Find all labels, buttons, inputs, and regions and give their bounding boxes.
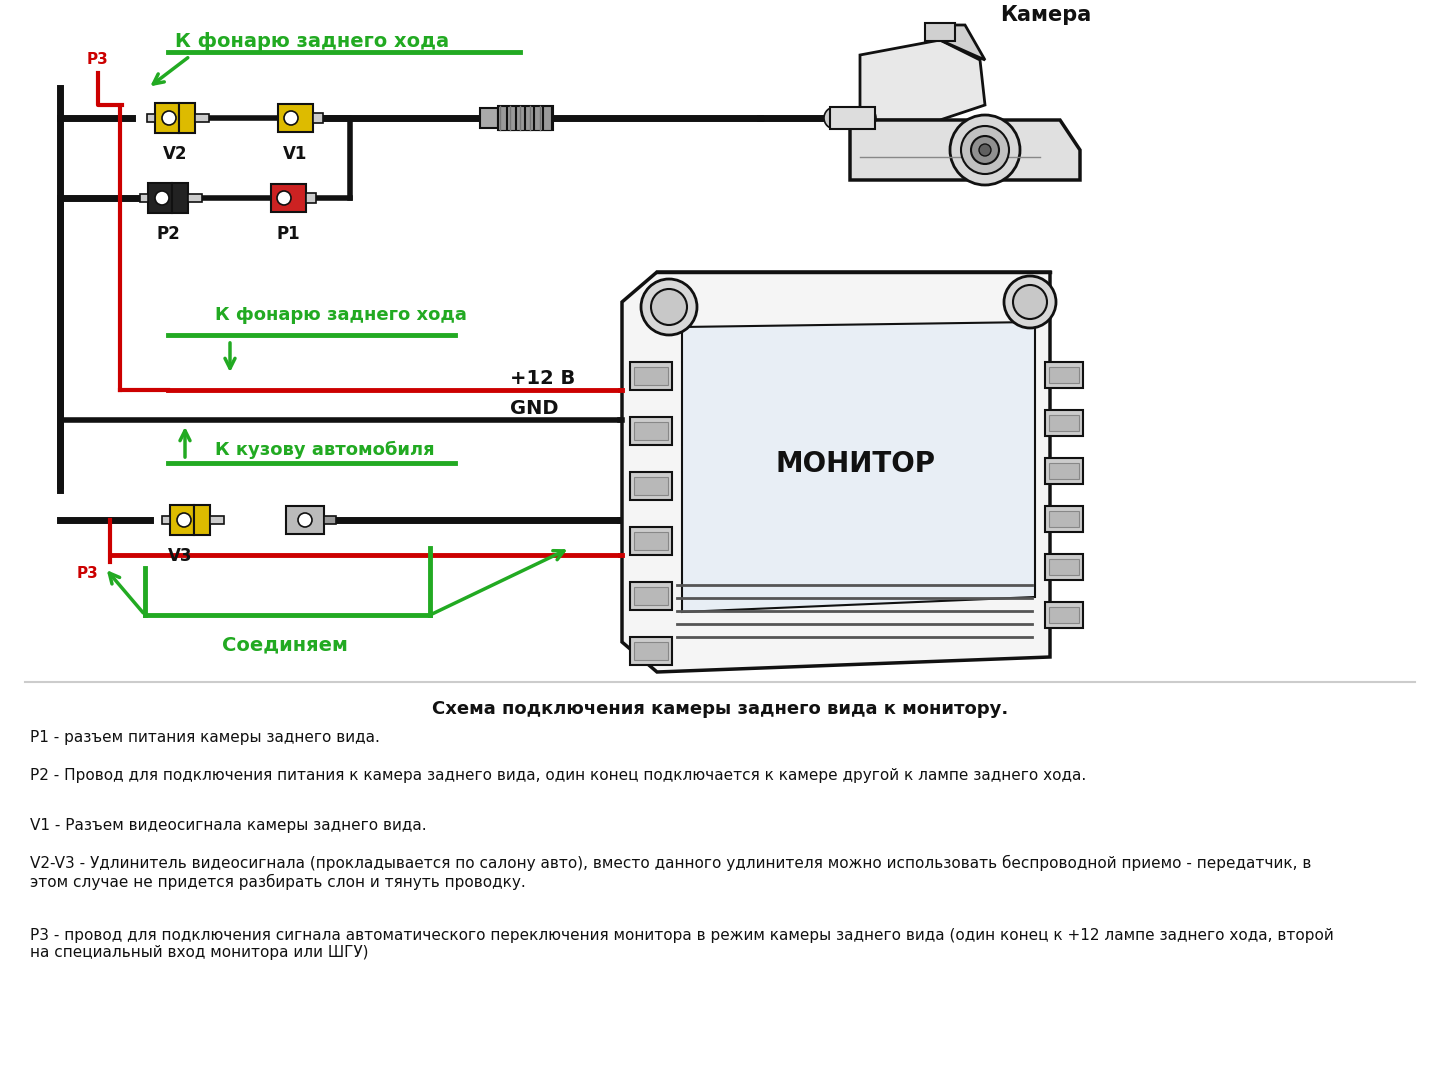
Circle shape xyxy=(979,144,991,157)
Polygon shape xyxy=(622,272,1050,672)
Polygon shape xyxy=(683,322,1035,612)
Circle shape xyxy=(854,107,876,129)
Text: МОНИТОР: МОНИТОР xyxy=(776,450,936,478)
Bar xyxy=(312,113,323,123)
Circle shape xyxy=(156,191,168,205)
Bar xyxy=(543,106,552,130)
Bar xyxy=(1045,362,1083,388)
Bar xyxy=(634,587,668,605)
Polygon shape xyxy=(850,120,1080,180)
Bar xyxy=(634,367,668,385)
Bar xyxy=(171,183,189,213)
Circle shape xyxy=(1004,276,1056,328)
Bar xyxy=(924,23,955,41)
Polygon shape xyxy=(860,40,985,120)
Bar xyxy=(634,422,668,440)
Bar xyxy=(534,106,541,130)
Bar xyxy=(1048,415,1079,431)
Bar xyxy=(1045,602,1083,628)
Bar xyxy=(829,107,876,129)
Text: V2-V3 - Удлинитель видеосигнала (прокладывается по салону авто), вместо данного : V2-V3 - Удлинитель видеосигнала (проклад… xyxy=(30,855,1312,890)
Bar xyxy=(631,362,672,390)
Bar xyxy=(631,472,672,500)
Bar xyxy=(161,516,170,524)
Bar xyxy=(634,532,668,550)
Bar xyxy=(1045,506,1083,532)
Circle shape xyxy=(824,107,847,129)
Text: Соединяем: Соединяем xyxy=(222,636,348,655)
Bar xyxy=(526,106,533,130)
Circle shape xyxy=(161,111,176,125)
Bar xyxy=(516,106,524,130)
Text: GND: GND xyxy=(510,399,559,417)
Circle shape xyxy=(298,513,312,527)
Bar xyxy=(480,108,498,128)
Bar xyxy=(1045,410,1083,436)
Circle shape xyxy=(844,107,865,129)
Text: V1: V1 xyxy=(282,145,307,163)
Bar xyxy=(278,104,312,132)
Circle shape xyxy=(177,513,192,527)
Bar xyxy=(498,106,553,130)
Text: P1: P1 xyxy=(276,225,300,243)
Bar xyxy=(631,417,672,445)
Circle shape xyxy=(284,111,298,125)
Text: P3: P3 xyxy=(88,53,109,68)
Bar xyxy=(271,184,305,212)
Circle shape xyxy=(960,126,1009,174)
Bar xyxy=(631,582,672,610)
Text: P2: P2 xyxy=(156,225,180,243)
Bar xyxy=(156,103,179,133)
Text: V3: V3 xyxy=(167,547,193,565)
Bar xyxy=(634,642,668,660)
Circle shape xyxy=(1012,285,1047,319)
Bar xyxy=(1045,554,1083,580)
Text: К фонарю заднего хода: К фонарю заднего хода xyxy=(176,32,449,51)
Text: V2: V2 xyxy=(163,145,187,163)
Text: Р1 - разъем питания камеры заднего вида.: Р1 - разъем питания камеры заднего вида. xyxy=(30,730,380,745)
Bar xyxy=(305,193,315,203)
Text: V1 - Разъем видеосигнала камеры заднего вида.: V1 - Разъем видеосигнала камеры заднего … xyxy=(30,818,426,833)
Bar xyxy=(507,106,516,130)
Bar xyxy=(287,506,324,534)
Bar xyxy=(147,114,156,122)
Circle shape xyxy=(641,279,697,334)
Circle shape xyxy=(651,289,687,325)
Bar xyxy=(194,505,210,535)
Text: +12 В: +12 В xyxy=(510,369,575,387)
Bar xyxy=(194,114,209,122)
Bar xyxy=(631,637,672,665)
Text: P3: P3 xyxy=(78,566,99,581)
Bar xyxy=(1048,463,1079,479)
Text: К фонарю заднего хода: К фонарю заднего хода xyxy=(215,306,467,324)
Bar xyxy=(210,516,225,524)
Bar xyxy=(1048,607,1079,623)
Bar xyxy=(1048,559,1079,575)
Text: Схема подключения камеры заднего вида к монитору.: Схема подключения камеры заднего вида к … xyxy=(432,700,1008,718)
Bar xyxy=(631,527,672,555)
Bar xyxy=(1045,458,1083,483)
Bar xyxy=(324,516,336,524)
Bar xyxy=(148,183,171,213)
Bar xyxy=(498,106,505,130)
Bar xyxy=(179,103,194,133)
Text: Р3 - провод для подключения сигнала автоматического переключения монитора в режи: Р3 - провод для подключения сигнала авто… xyxy=(30,928,1333,961)
Text: Камера: Камера xyxy=(999,5,1092,25)
Bar xyxy=(189,194,202,202)
Polygon shape xyxy=(930,25,985,60)
Bar xyxy=(1048,367,1079,383)
Circle shape xyxy=(834,107,855,129)
Text: К кузову автомобиля: К кузову автомобиля xyxy=(215,441,435,459)
Bar xyxy=(170,505,194,535)
Circle shape xyxy=(276,191,291,205)
Bar xyxy=(1048,511,1079,527)
Text: Р2 - Провод для подключения питания к камера заднего вида, один конец подключает: Р2 - Провод для подключения питания к ка… xyxy=(30,768,1086,783)
Bar xyxy=(140,194,148,202)
Circle shape xyxy=(950,115,1020,185)
Circle shape xyxy=(971,136,999,164)
Bar xyxy=(634,477,668,495)
